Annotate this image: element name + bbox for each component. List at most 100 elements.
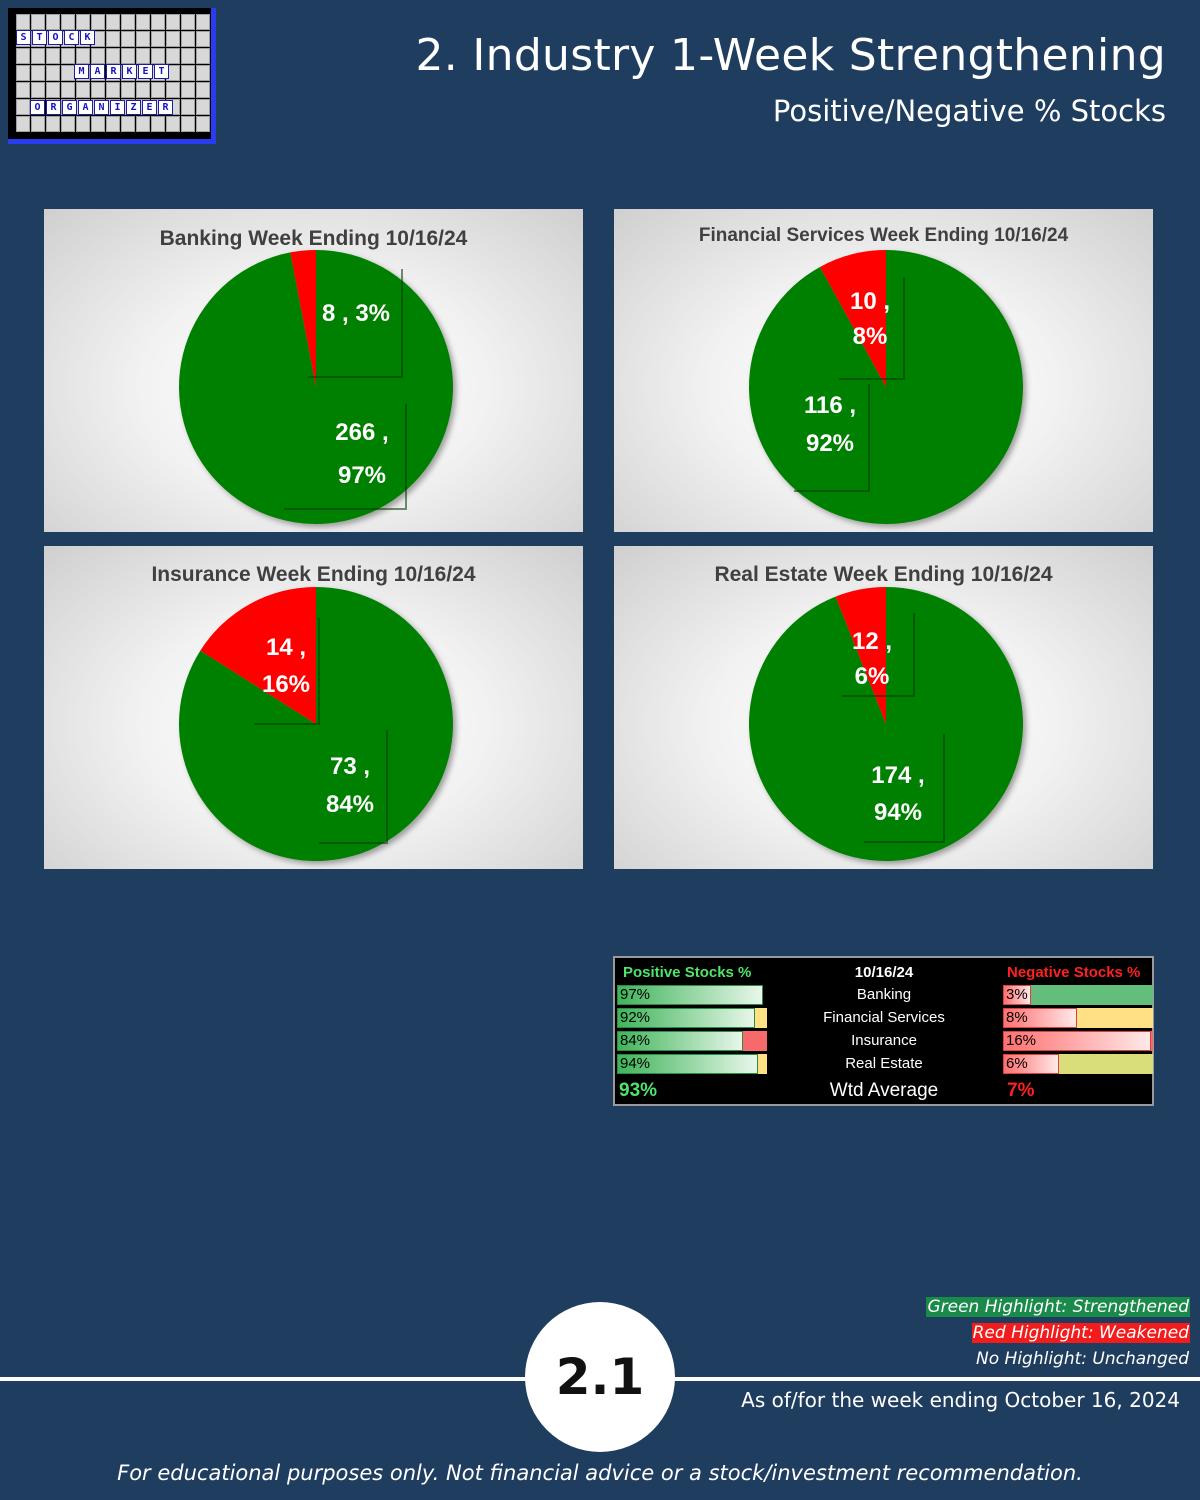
logo-grid-cell: [151, 48, 165, 64]
logo-grid-cell: [166, 82, 180, 98]
pie-slice-negative: [835, 587, 886, 724]
positive-value: 97%: [620, 986, 651, 1003]
banking-pie-chart: 266 , 97% 8 , 3%: [179, 250, 454, 524]
logo-grid-cell: [16, 99, 30, 115]
page-number-badge: 2.1: [525, 1302, 675, 1452]
data-label-frame: [839, 277, 905, 380]
weighted-average-label: Wtd Average: [829, 1080, 939, 1101]
summary-header-date: 10/16/24: [854, 964, 914, 981]
logo-grid-cell: [31, 82, 45, 98]
insurance-pie-chart: 73 , 84% 14 , 16%: [178, 587, 453, 861]
negative-value: 3%: [1006, 986, 1028, 1003]
data-label-frame: [842, 613, 915, 697]
legend-green-highlight: Green Highlight: Strengthened: [926, 1297, 1190, 1317]
data-label-negative: 8%: [853, 323, 888, 350]
industry-label: Insurance: [851, 1032, 917, 1049]
real-estate-pie-panel: Real Estate Week Ending 10/16/24 174 , 94…: [614, 546, 1153, 869]
logo-letter: A: [78, 100, 93, 115]
negative-bar-fill: [1003, 1054, 1059, 1074]
financial-services-pie-panel: Financial Services Week Ending 10/16/24 …: [614, 209, 1153, 532]
summary-header-positive: Positive Stocks %: [623, 964, 752, 981]
logo-letter: T: [32, 30, 47, 45]
logo-grid-cell: [196, 31, 210, 47]
logo-grid-cell: [31, 14, 45, 30]
as-of-date: As of/for the week ending October 16, 20…: [741, 1388, 1180, 1412]
logo-grid-cell: [16, 82, 30, 98]
logo-grid-cell: [136, 116, 150, 132]
positive-bar: 97%: [617, 985, 767, 1005]
logo-grid-cell: [31, 65, 45, 81]
data-label-negative: 6%: [855, 663, 890, 690]
data-label-positive: 73 ,: [330, 753, 370, 780]
positive-bar-fill: [617, 1054, 758, 1074]
positive-bar: 92%: [617, 1008, 767, 1028]
logo-grid-cell: [151, 14, 165, 30]
data-label-positive: 97%: [338, 462, 386, 489]
logo-grid-cell: [61, 82, 75, 98]
data-label-positive: 266 ,: [335, 419, 388, 446]
logo-grid-cell: [181, 116, 195, 132]
data-label-negative: 16%: [262, 671, 310, 698]
logo-letter: R: [158, 100, 173, 115]
data-label-frame: [794, 384, 870, 492]
chart-title: Financial Services Week Ending 10/16/24: [698, 225, 1069, 246]
logo-grid-cell: [16, 48, 30, 64]
data-label-positive: 174 ,: [871, 762, 924, 789]
logo-grid-cell: [181, 99, 195, 115]
positive-value: 92%: [620, 1009, 651, 1026]
banking-pie-panel: Banking Week Ending 10/16/24 266 , 97% 8 ,…: [44, 209, 583, 532]
logo-grid-cell: [91, 48, 105, 64]
pie-slice-negative: [290, 250, 316, 387]
logo-grid-cell: [106, 82, 120, 98]
table-row: 94% Real Estate 6%: [615, 1052, 1153, 1074]
logo-grid-cell: [166, 48, 180, 64]
positive-bar-fill: [617, 1008, 755, 1028]
logo-grid-cell: [151, 31, 165, 47]
logo-grid-cell: [46, 14, 60, 30]
positive-bar-fill: [617, 1031, 743, 1051]
logo-grid-cell: [106, 116, 120, 132]
logo-letter: I: [110, 100, 125, 115]
positive-bar: 94%: [617, 1054, 767, 1074]
negative-value: 6%: [1006, 1055, 1028, 1072]
data-label-frame: [254, 618, 320, 725]
data-label-positive: 116 ,: [804, 392, 856, 419]
logo-grid-cell: [76, 116, 90, 132]
logo-grid-cell: [196, 65, 210, 81]
financial-services-pie-chart: 116 , 92% 10 , 8%: [749, 250, 1023, 524]
table-row: 92% Financial Services 8%: [615, 1006, 1153, 1028]
logo-letter: R: [106, 64, 121, 79]
summary-header-negative: Negative Stocks %: [1007, 964, 1141, 981]
chart-title: Insurance Week Ending 10/16/24: [151, 563, 476, 586]
logo-grid-cell: [31, 48, 45, 64]
data-label-frame: [319, 730, 388, 844]
positive-value: 94%: [620, 1055, 651, 1072]
logo-grid-cell: [136, 31, 150, 47]
logo-grid-cell: [121, 14, 135, 30]
logo-grid-cell: [16, 14, 30, 30]
data-label-frame: [308, 269, 403, 378]
logo-grid-cell: [46, 65, 60, 81]
data-label-positive: 94%: [874, 799, 922, 826]
insurance-pie-panel: Insurance Week Ending 10/16/24 73 , 84% 14…: [44, 546, 583, 869]
table-row: 97% Banking 3%: [615, 983, 1153, 1005]
logo-grid-cell: [151, 116, 165, 132]
disclaimer: For educational purposes only. Not finan…: [117, 1461, 1083, 1485]
pie-slice-negative: [200, 587, 316, 724]
logo-grid-cell: [196, 99, 210, 115]
page-subtitle: Positive/Negative % Stocks: [772, 94, 1166, 128]
logo-grid-cell: [151, 82, 165, 98]
logo-grid-cell: [76, 14, 90, 30]
legend-red-highlight: Red Highlight: Weakened: [971, 1323, 1190, 1343]
logo-grid-cell: [196, 48, 210, 64]
logo-letter: T: [154, 64, 169, 79]
legend-no-highlight: No Highlight: Unchanged: [976, 1349, 1189, 1369]
negative-bar: 16%: [1003, 1031, 1153, 1051]
industry-label: Banking: [856, 986, 912, 1003]
negative-value: 16%: [1006, 1032, 1037, 1049]
negative-bar-fill: [1003, 1031, 1151, 1051]
logo-grid-cell: [91, 82, 105, 98]
logo-grid-cell: [196, 116, 210, 132]
